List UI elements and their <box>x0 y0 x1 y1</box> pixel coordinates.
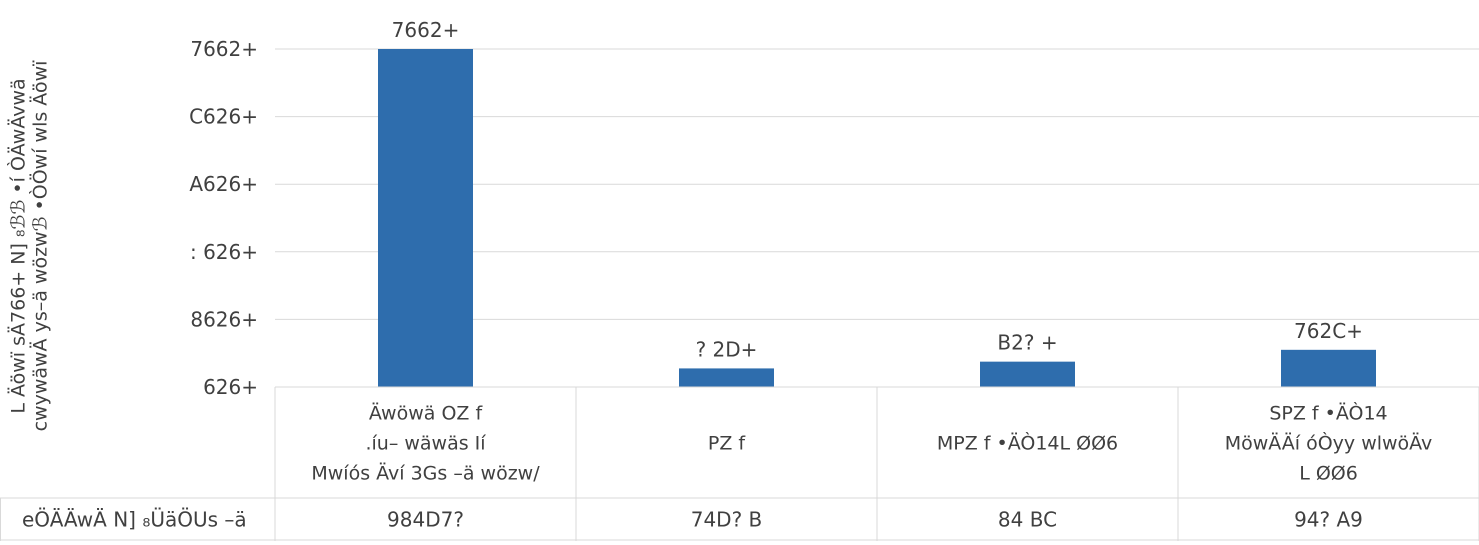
y-tick-label: : 626+ <box>190 240 258 264</box>
category-label: L ØØ6 <box>1299 463 1358 485</box>
data-label: B2? + <box>997 331 1057 355</box>
y-tick-label: A626+ <box>189 172 258 196</box>
y-axis-title: L Äöwï sÄ766+ N] ₈ℬℬ •í ÒÄwÄvwä <box>6 78 30 413</box>
data-label: 762C+ <box>1294 319 1363 343</box>
data-label: ? 2D+ <box>696 337 758 361</box>
category-label: MöwÄÄí óÒyy wlwöÄv <box>1225 431 1433 455</box>
y-tick-label: 8626+ <box>190 307 258 331</box>
y-tick-label: C626+ <box>189 105 258 129</box>
table-row-label: eÖÄÄwÄ N] ₈ÜäÖUs –ä <box>22 508 247 532</box>
y-axis-title: cwywäwÄ ys–ä wözwℬ •ÒÖwí wls Äöwï <box>28 60 52 432</box>
data-label: 7662+ <box>392 18 460 42</box>
table-cell: 94? A9 <box>1294 508 1363 532</box>
category-label: Mwíós Äví 3Gs –ä wözw/ <box>311 462 540 485</box>
category-label: SPZ f •ÄÒ14 <box>1269 401 1387 425</box>
table-cell: 84 BC <box>998 508 1057 532</box>
category-label: Äwöwä OZ f <box>369 402 484 425</box>
category-label: .íu– wäwäs Ií <box>365 433 486 455</box>
category-label: PZ f <box>708 433 747 455</box>
bar <box>378 49 473 387</box>
bar <box>980 361 1075 387</box>
y-tick-label: 626+ <box>203 375 258 399</box>
table-cell: 984D7? <box>387 508 464 532</box>
table-cell: 74D? B <box>691 508 763 532</box>
category-label: MPZ f •ÄÒ14L ØØ6 <box>937 431 1118 455</box>
bar <box>1281 349 1376 387</box>
y-tick-label: 7662+ <box>190 37 258 61</box>
bar <box>679 368 774 387</box>
